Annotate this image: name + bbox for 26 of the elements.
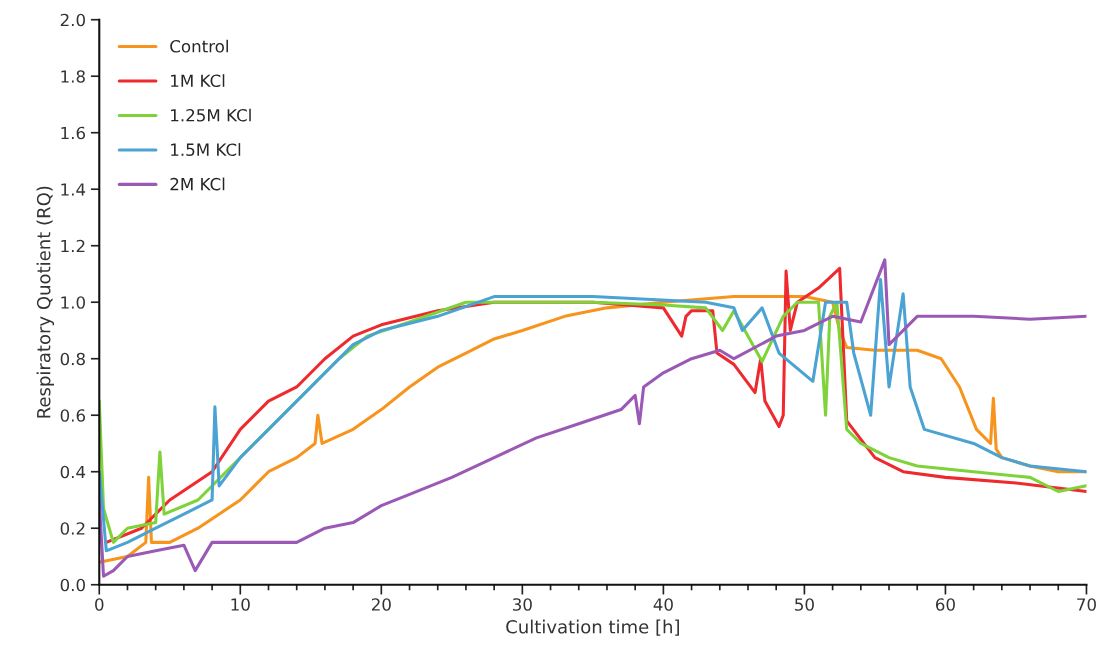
y-tick-label: 0.4 [60,465,86,479]
x-tick-label: 20 [371,598,391,611]
legend-label: 1.25M KCl [171,108,251,122]
legend-label: Control [170,39,228,53]
y-tick-label: 2.0 [60,13,85,27]
y-tick-label: 0.0 [60,578,85,592]
y-axis-title: Respiratory Quotient (RQ) [36,186,55,418]
y-tick-label: 1.0 [61,296,85,309]
x-tick-label: 40 [653,598,673,611]
legend-label: 1.5M KCl [171,143,241,156]
x-tick-label: 50 [795,598,814,611]
y-tick-label: 0.8 [60,352,85,366]
y-tick-label: 1.6 [61,126,86,140]
y-tick-label: 0.2 [60,522,85,535]
y-tick-label: 0.6 [60,409,86,422]
x-tick-label: 60 [935,598,955,611]
x-tick-label: 10 [231,598,250,611]
y-tick-label: 1.2 [61,239,85,253]
legend-label: 1M KCl [171,74,225,88]
x-tick-label: 0 [95,598,104,611]
y-tick-label: 1.8 [61,70,85,83]
x-axis-title: Cultivation time [h] [506,619,679,636]
legend-label: 2M KCl [170,177,225,191]
y-tick-label: 1.4 [61,183,86,196]
x-tick-label: 30 [513,598,532,611]
x-tick-label: 70 [1077,598,1096,611]
